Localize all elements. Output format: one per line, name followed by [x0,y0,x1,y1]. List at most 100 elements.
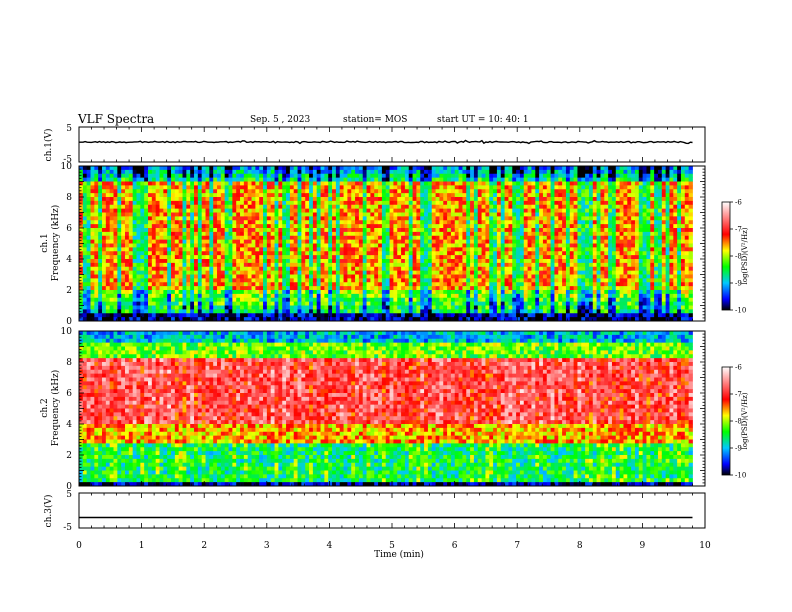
ch1-spectrogram-cell [144,173,149,179]
ch1-spectrogram-cell [136,247,141,252]
ch1-spectrogram-cell [171,235,176,241]
ch1-spectrogram-cell [328,231,333,237]
ch1-spectrogram-cell [343,193,348,198]
ch1-spectrogram-cell [512,216,517,221]
ch1-spectrogram-cell [332,177,337,182]
ch1-spectrogram-cell [462,247,467,252]
ch1-spectrogram-cell [343,185,348,190]
ch1-spectrogram-cell [286,305,291,310]
ch1-spectrogram-cell [286,266,291,272]
ch1-spectrogram-cell [343,220,348,225]
ch1-spectrogram-cell [362,224,367,229]
ch1-spectrogram-cell [542,247,548,252]
ch1-spectrogram-cell [404,224,410,229]
ch1-spectrogram-cell [435,166,440,171]
ch1-spectrogram-cell [117,266,122,272]
ch1-spectrogram-cell [151,313,157,318]
ch1-spectrogram-cell [431,247,436,252]
ch1-spectrogram-cell [542,204,548,210]
ch1-spectrogram-cell [148,208,153,213]
ch1-spectrogram-cell [228,301,233,306]
ch1-spectrogram-cell [343,173,348,179]
ch1-spectrogram-cell [144,169,149,175]
ch1-spectrogram-cell [224,212,229,217]
ch1-spectrogram-cell [320,309,325,314]
ch1-spectrogram-cell [431,313,436,318]
ch1-spectrogram-cell [305,290,310,295]
ch1-spectrogram-cell [523,251,528,256]
ch1-spectrogram-cell [105,309,111,314]
ch1-spectrogram-cell [155,293,160,299]
ch1-spectrogram-cell [236,169,241,175]
ch1-spectrogram-cell [255,173,260,179]
ch1-spectrogram-cell [171,286,176,291]
ch1-spectrogram-cell [343,282,348,287]
ch1-spectrogram-cell [439,185,444,190]
ch1-spectrogram-cell [171,224,176,229]
ch1-spectrogram-cell [447,259,452,264]
ch1-spectrogram-cell [500,166,505,171]
ch1-spectrogram-cell [301,235,306,241]
ch1-spectrogram-cell [232,262,237,268]
ch1-spectrogram-cell [470,282,475,287]
ch1-spectrogram-cell [312,239,318,244]
ch1-spectrogram-cell [347,212,352,217]
ch1-spectrogram-cell [343,228,348,233]
ch1-spectrogram-cell [519,185,525,190]
ch1-spectrogram-cell [370,278,375,283]
ch1-spectrogram-cell [362,266,367,272]
ch1-spectrogram-cell [312,259,318,264]
ch1-spectrogram-cell [121,166,126,171]
ch1-spectrogram-cell [240,274,245,279]
ch1-spectrogram-cell [466,313,471,318]
ch1-spectrogram-cell [519,204,525,210]
ch1-spectrogram-cell [201,266,206,272]
ch1-spectrogram-cell [205,301,210,306]
ch1-spectrogram-cell [439,231,444,237]
ch1-spectrogram-cell [355,317,360,322]
ch1-spectrogram-cell [240,247,245,252]
ch1-spectrogram-cell [378,235,383,241]
ch1-spectrogram-cell [335,220,341,225]
ch1-spectrogram-cell [481,305,486,310]
ch1-spectrogram-cell [309,193,314,198]
ch1-spectrogram-cell [466,216,471,221]
ch1-spectrogram-cell [531,251,536,256]
ch1-spectrogram-cell [385,317,390,322]
ch1-spectrogram-cell [217,181,222,186]
ch1-spectrogram-cell [512,169,517,175]
ch1-spectrogram-cell [182,177,187,182]
ch1-spectrogram-cell [466,274,471,279]
ch1-spectrogram-cell [358,247,364,252]
ch1-spectrogram-cell [351,193,356,198]
ch1-spectrogram-cell [159,169,164,175]
ch1-spectrogram-cell [167,274,172,279]
ch1-spectrogram-cell [263,224,268,229]
ch1-spectrogram-cell [224,228,229,233]
ch1-spectrogram-cell [443,200,448,206]
ch1-spectrogram-cell [220,313,226,318]
ch1-spectrogram-cell [94,243,99,248]
ch1-spectrogram-cell [447,181,452,186]
ch1-spectrogram-cell [232,290,237,295]
ch1-spectrogram-cell [355,181,360,186]
ch1-spectrogram-cell [98,228,103,233]
ch1-spectrogram-cell [335,297,341,303]
ch1-spectrogram-cell [171,278,176,283]
ch1-spectrogram-cell [278,313,283,318]
ch1-spectrogram-cell [493,208,498,213]
ch1-spectrogram-cell [347,274,352,279]
ch1-spectrogram-cell [155,220,160,225]
ch1-spectrogram-cell [358,255,364,260]
ch1-spectrogram-cell [347,200,352,206]
ch1-spectrogram-cell [270,243,275,248]
ch1-spectrogram-cell [366,317,371,322]
ch1-spectrogram-cell [332,173,337,179]
ch1-spectrogram-cell [312,231,318,237]
ch1-spectrogram-cell [496,309,502,314]
ch1-spectrogram-cell [335,317,341,322]
ch1-spectrogram-cell [424,297,429,303]
ch1-spectrogram-cell [109,193,114,198]
ch1-spectrogram-cell [332,228,337,233]
ch1-spectrogram-cell [102,177,107,182]
